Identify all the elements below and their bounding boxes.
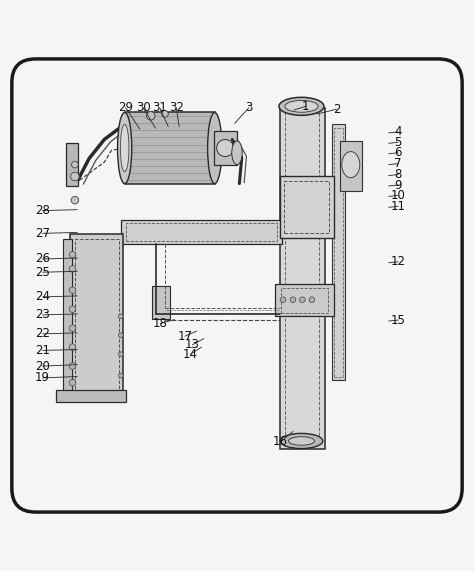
Ellipse shape bbox=[342, 151, 360, 178]
Circle shape bbox=[69, 379, 76, 386]
Circle shape bbox=[118, 352, 123, 357]
Bar bbox=[284, 181, 329, 234]
Circle shape bbox=[280, 297, 286, 303]
Bar bbox=[66, 143, 78, 186]
Text: 27: 27 bbox=[35, 227, 50, 240]
Text: 21: 21 bbox=[35, 344, 50, 357]
Circle shape bbox=[118, 333, 123, 337]
Circle shape bbox=[118, 373, 123, 378]
Text: 29: 29 bbox=[118, 101, 133, 114]
Circle shape bbox=[71, 172, 79, 181]
Bar bbox=[126, 223, 277, 241]
Text: 5: 5 bbox=[394, 136, 402, 149]
Text: 8: 8 bbox=[394, 168, 402, 181]
Bar bbox=[285, 114, 319, 443]
Text: 2: 2 bbox=[333, 103, 340, 116]
Bar bbox=[63, 239, 72, 391]
Text: 32: 32 bbox=[169, 101, 184, 114]
Bar bbox=[56, 390, 126, 401]
Bar bbox=[121, 220, 282, 244]
Bar bbox=[125, 112, 215, 184]
Circle shape bbox=[69, 251, 76, 258]
Text: 28: 28 bbox=[35, 204, 50, 217]
Circle shape bbox=[69, 363, 76, 369]
Text: 12: 12 bbox=[391, 255, 406, 268]
Text: 17: 17 bbox=[177, 329, 192, 343]
Bar bbox=[334, 128, 343, 376]
Text: 10: 10 bbox=[391, 189, 406, 202]
Circle shape bbox=[69, 306, 76, 312]
Circle shape bbox=[217, 139, 234, 156]
Text: 24: 24 bbox=[35, 291, 50, 303]
Text: 20: 20 bbox=[35, 360, 50, 373]
Text: 26: 26 bbox=[35, 252, 50, 266]
Circle shape bbox=[69, 287, 76, 293]
Bar bbox=[340, 141, 362, 191]
Text: 22: 22 bbox=[35, 327, 50, 340]
Ellipse shape bbox=[280, 433, 323, 449]
Bar bbox=[70, 234, 123, 396]
Circle shape bbox=[69, 325, 76, 332]
Text: 30: 30 bbox=[136, 101, 151, 114]
Ellipse shape bbox=[288, 437, 315, 445]
Ellipse shape bbox=[232, 141, 242, 164]
Text: 6: 6 bbox=[394, 146, 402, 159]
Bar bbox=[152, 287, 170, 319]
Ellipse shape bbox=[120, 124, 129, 172]
Text: 31: 31 bbox=[152, 101, 167, 114]
Bar bbox=[275, 284, 334, 316]
Text: 4: 4 bbox=[394, 126, 402, 138]
Text: 1: 1 bbox=[302, 100, 310, 113]
Circle shape bbox=[118, 314, 123, 319]
Bar bbox=[280, 176, 334, 238]
Bar bbox=[214, 131, 237, 164]
Circle shape bbox=[69, 266, 76, 272]
Circle shape bbox=[146, 111, 155, 120]
Circle shape bbox=[72, 162, 78, 168]
Ellipse shape bbox=[279, 97, 324, 115]
Text: 25: 25 bbox=[35, 266, 50, 279]
Bar bbox=[281, 288, 328, 312]
Text: 13: 13 bbox=[185, 338, 200, 351]
Circle shape bbox=[300, 297, 305, 303]
Text: 14: 14 bbox=[183, 348, 198, 361]
Circle shape bbox=[71, 196, 79, 204]
Text: 7: 7 bbox=[394, 157, 402, 170]
Text: 11: 11 bbox=[391, 200, 406, 213]
Text: 23: 23 bbox=[35, 308, 50, 321]
Text: 16: 16 bbox=[273, 436, 288, 448]
Text: 18: 18 bbox=[153, 317, 168, 330]
Text: 15: 15 bbox=[391, 313, 406, 327]
Bar bbox=[75, 239, 118, 391]
Ellipse shape bbox=[118, 112, 132, 184]
Bar bbox=[280, 108, 325, 449]
Circle shape bbox=[290, 297, 296, 303]
Circle shape bbox=[69, 344, 76, 351]
Circle shape bbox=[309, 297, 315, 303]
Text: 9: 9 bbox=[394, 179, 402, 191]
Text: 3: 3 bbox=[245, 101, 253, 114]
Text: 19: 19 bbox=[35, 371, 50, 384]
FancyBboxPatch shape bbox=[12, 59, 462, 512]
Circle shape bbox=[162, 111, 168, 117]
Ellipse shape bbox=[285, 100, 318, 112]
Ellipse shape bbox=[208, 112, 222, 184]
Bar bbox=[332, 124, 345, 380]
